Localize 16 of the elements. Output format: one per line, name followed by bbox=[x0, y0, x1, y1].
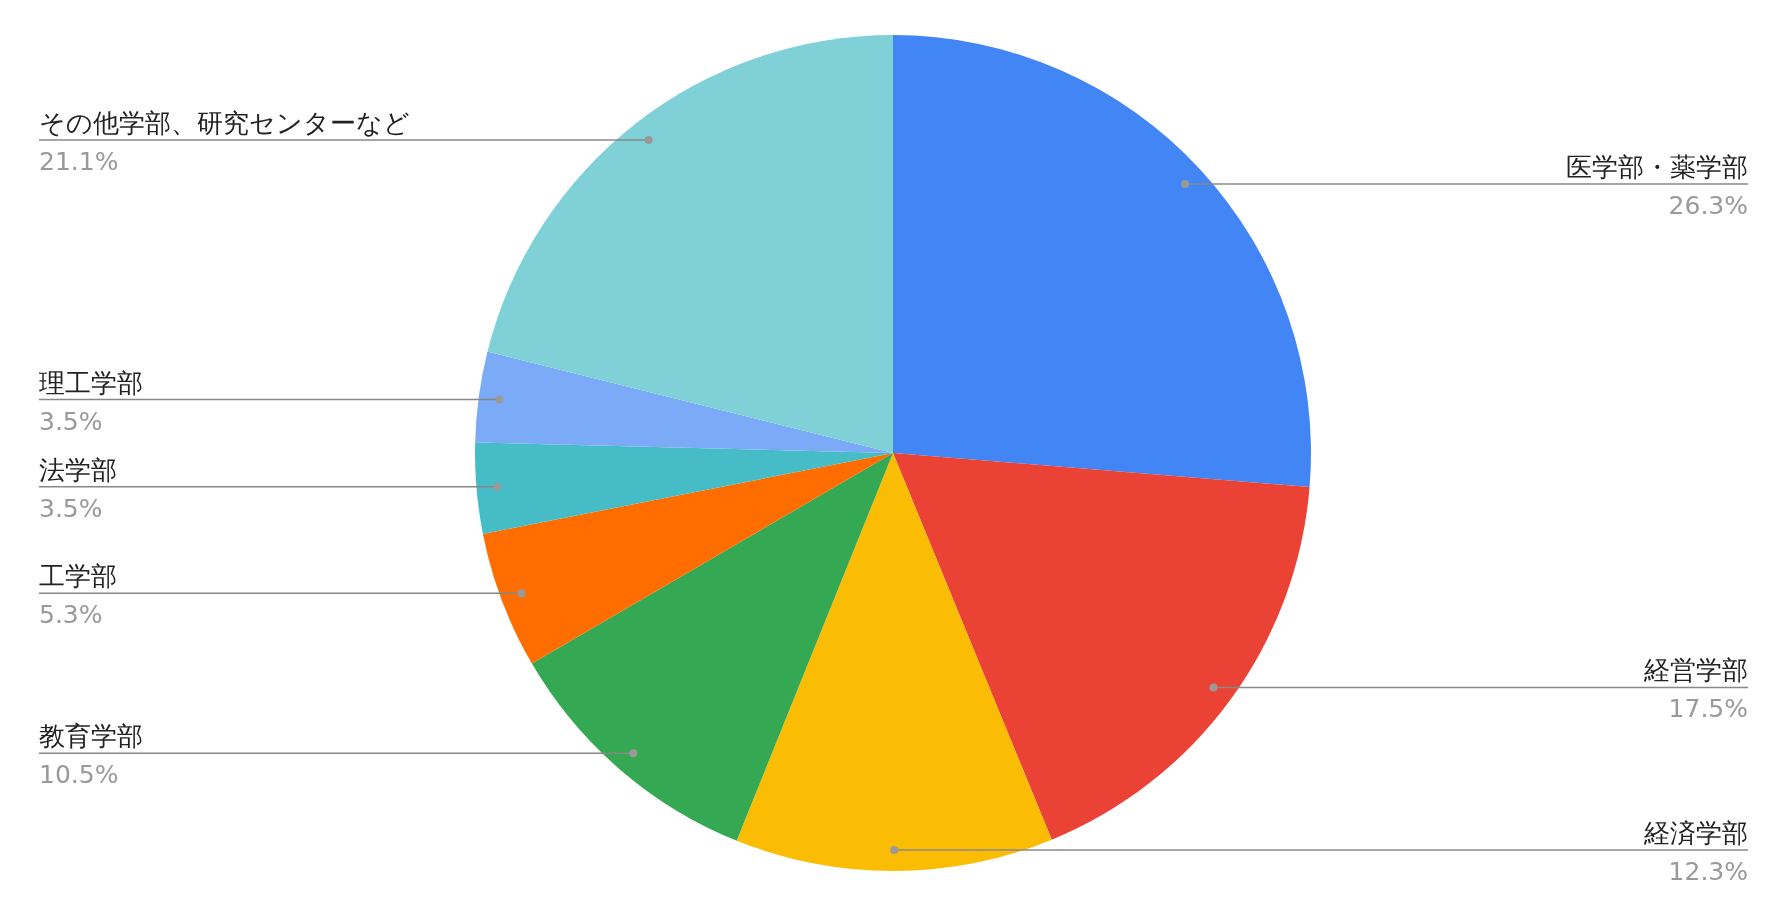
slice-label: その他学部、研究センターなど bbox=[39, 108, 410, 138]
data-label: 10.5% bbox=[39, 760, 119, 790]
data-label: 12.3% bbox=[1668, 857, 1748, 887]
slice-label: 医学部・薬学部 bbox=[1566, 151, 1748, 182]
data-label: 5.3% bbox=[39, 600, 103, 630]
data-label: 3.5% bbox=[39, 493, 103, 523]
slice-label: 法学部 bbox=[39, 454, 117, 485]
slice-label: 教育学部 bbox=[39, 721, 143, 752]
data-label: 21.1% bbox=[39, 147, 119, 176]
slice-label: 工学部 bbox=[39, 561, 117, 592]
slice-label: 理工学部 bbox=[39, 367, 143, 398]
slice-label: 経営学部 bbox=[1643, 655, 1748, 686]
slice-label: 経済学部 bbox=[1643, 818, 1748, 849]
data-label: 17.5% bbox=[1668, 694, 1748, 724]
data-label: 26.3% bbox=[1668, 190, 1748, 220]
data-label: 3.5% bbox=[39, 406, 103, 436]
